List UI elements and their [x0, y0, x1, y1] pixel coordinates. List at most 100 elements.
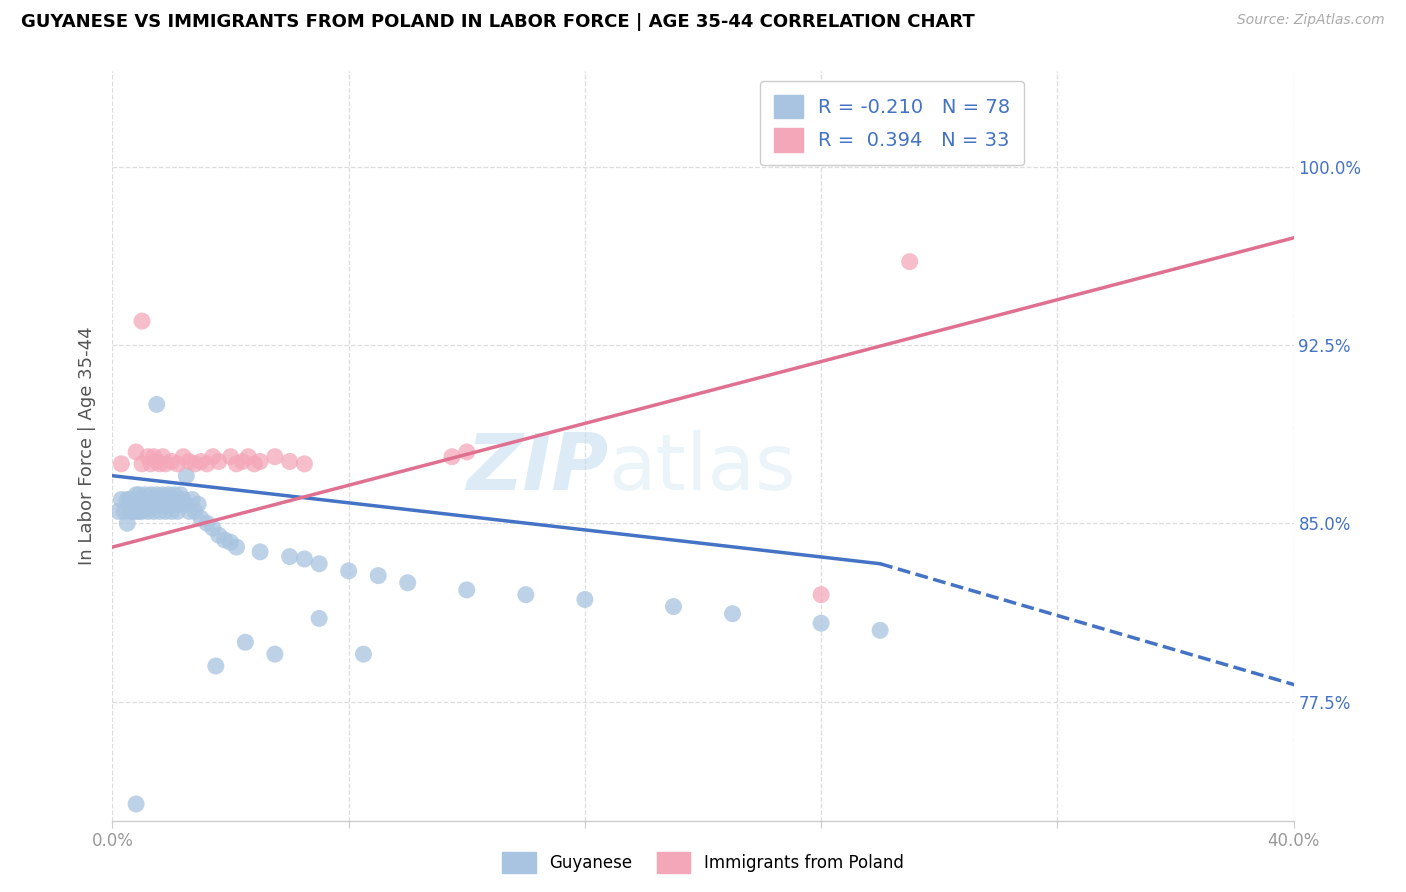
- Point: [160, 504, 183, 518]
- Point: [308, 557, 330, 571]
- Point: [160, 454, 183, 468]
- Point: [160, 492, 183, 507]
- Point: [243, 457, 266, 471]
- Legend: Guyanese, Immigrants from Poland: Guyanese, Immigrants from Poland: [496, 846, 910, 880]
- Point: [233, 635, 256, 649]
- Point: [155, 504, 177, 518]
- Point: [396, 575, 419, 590]
- Text: GUYANESE VS IMMIGRANTS FROM POLAND IN LABOR FORCE | AGE 35-44 CORRELATION CHART: GUYANESE VS IMMIGRANTS FROM POLAND IN LA…: [21, 13, 974, 31]
- Point: [337, 564, 360, 578]
- Point: [136, 504, 159, 518]
- Point: [146, 488, 169, 502]
- Point: [122, 504, 145, 518]
- Point: [179, 504, 201, 518]
- Point: [166, 504, 188, 518]
- Point: [292, 552, 315, 566]
- Point: [225, 457, 247, 471]
- Point: [174, 468, 197, 483]
- Point: [131, 492, 153, 507]
- Point: [264, 450, 287, 464]
- Point: [264, 647, 287, 661]
- Point: [146, 454, 169, 468]
- Point: [120, 492, 142, 507]
- Point: [179, 454, 201, 468]
- Point: [142, 504, 165, 518]
- Point: [152, 497, 174, 511]
- Point: [187, 497, 209, 511]
- Point: [149, 504, 172, 518]
- Point: [131, 504, 153, 518]
- Point: [172, 450, 194, 464]
- Point: [125, 797, 148, 811]
- Point: [231, 454, 253, 468]
- Point: [172, 492, 194, 507]
- Point: [869, 624, 891, 638]
- Point: [166, 457, 188, 471]
- Point: [125, 445, 148, 459]
- Point: [142, 492, 165, 507]
- Point: [169, 488, 191, 502]
- Point: [205, 659, 228, 673]
- Point: [201, 450, 224, 464]
- Point: [515, 588, 537, 602]
- Point: [125, 488, 148, 502]
- Point: [208, 454, 231, 468]
- Point: [128, 504, 150, 518]
- Point: [214, 533, 236, 547]
- Point: [219, 535, 242, 549]
- Point: [157, 488, 180, 502]
- Point: [208, 528, 231, 542]
- Point: [131, 497, 153, 511]
- Point: [190, 454, 212, 468]
- Point: [128, 497, 150, 511]
- Point: [149, 457, 172, 471]
- Point: [574, 592, 596, 607]
- Point: [441, 450, 464, 464]
- Point: [352, 647, 374, 661]
- Point: [157, 497, 180, 511]
- Point: [139, 488, 162, 502]
- Point: [134, 488, 156, 502]
- Point: [662, 599, 685, 614]
- Point: [152, 450, 174, 464]
- Point: [249, 545, 271, 559]
- Point: [181, 492, 204, 507]
- Point: [152, 488, 174, 502]
- Point: [139, 457, 162, 471]
- Point: [195, 457, 218, 471]
- Point: [292, 457, 315, 471]
- Point: [225, 540, 247, 554]
- Point: [128, 488, 150, 502]
- Point: [107, 504, 129, 518]
- Point: [110, 457, 132, 471]
- Legend: R = -0.210   N = 78, R =  0.394   N = 33: R = -0.210 N = 78, R = 0.394 N = 33: [759, 81, 1024, 166]
- Point: [238, 450, 260, 464]
- Point: [117, 516, 138, 531]
- Point: [117, 492, 138, 507]
- Point: [308, 611, 330, 625]
- Point: [146, 497, 169, 511]
- Point: [142, 450, 165, 464]
- Point: [136, 497, 159, 511]
- Point: [184, 504, 207, 518]
- Point: [201, 521, 224, 535]
- Point: [898, 254, 921, 268]
- Point: [721, 607, 744, 621]
- Point: [155, 492, 177, 507]
- Point: [195, 516, 218, 531]
- Point: [163, 488, 186, 502]
- Point: [163, 497, 186, 511]
- Point: [278, 454, 301, 468]
- Point: [131, 314, 153, 328]
- Point: [134, 492, 156, 507]
- Text: ZIP: ZIP: [467, 431, 609, 507]
- Point: [278, 549, 301, 564]
- Point: [169, 497, 191, 511]
- Point: [122, 497, 145, 511]
- Point: [367, 568, 389, 582]
- Point: [139, 497, 162, 511]
- Point: [249, 454, 271, 468]
- Point: [810, 616, 832, 631]
- Point: [136, 450, 159, 464]
- Point: [184, 457, 207, 471]
